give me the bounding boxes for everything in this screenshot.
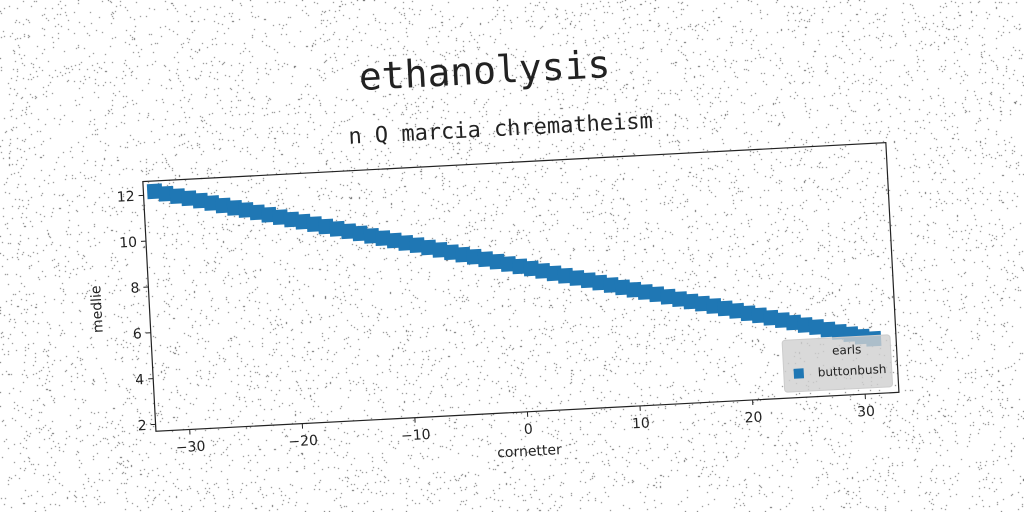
y-tick-label: 12 [116,189,135,206]
y-axis-ticks: 2 4 6 8 10 12 [116,189,156,434]
x-tick-label: −20 [288,433,318,451]
x-tick-label: −10 [401,427,431,445]
legend-swatch-buttonbush [793,368,805,379]
y-tick-label: 2 [137,418,147,434]
y-tick-label: 6 [133,326,143,342]
x-axis-label: cornetter [497,442,563,461]
x-tick-label: 30 [857,404,876,421]
y-axis-label: medlie [88,285,106,333]
legend: earls buttonbush [781,334,893,393]
chart-subtitle: n Q marcia chrematheism [348,109,654,150]
y-tick-label: 10 [119,235,138,252]
x-axis-ticks: −30 −20 −10 0 10 20 30 [175,394,876,457]
x-tick-label: 10 [632,415,651,432]
x-tick-label: 20 [744,410,763,427]
x-tick-label: −30 [175,439,205,457]
series-points [146,183,882,347]
x-tick-label: 0 [524,422,534,438]
legend-label-buttonbush: buttonbush [817,362,886,380]
y-tick-label: 8 [130,280,140,296]
chart-title: ethanolysis [358,42,612,99]
y-tick-label: 4 [135,372,145,388]
legend-title: earls [832,342,862,358]
legend-box [781,334,893,393]
